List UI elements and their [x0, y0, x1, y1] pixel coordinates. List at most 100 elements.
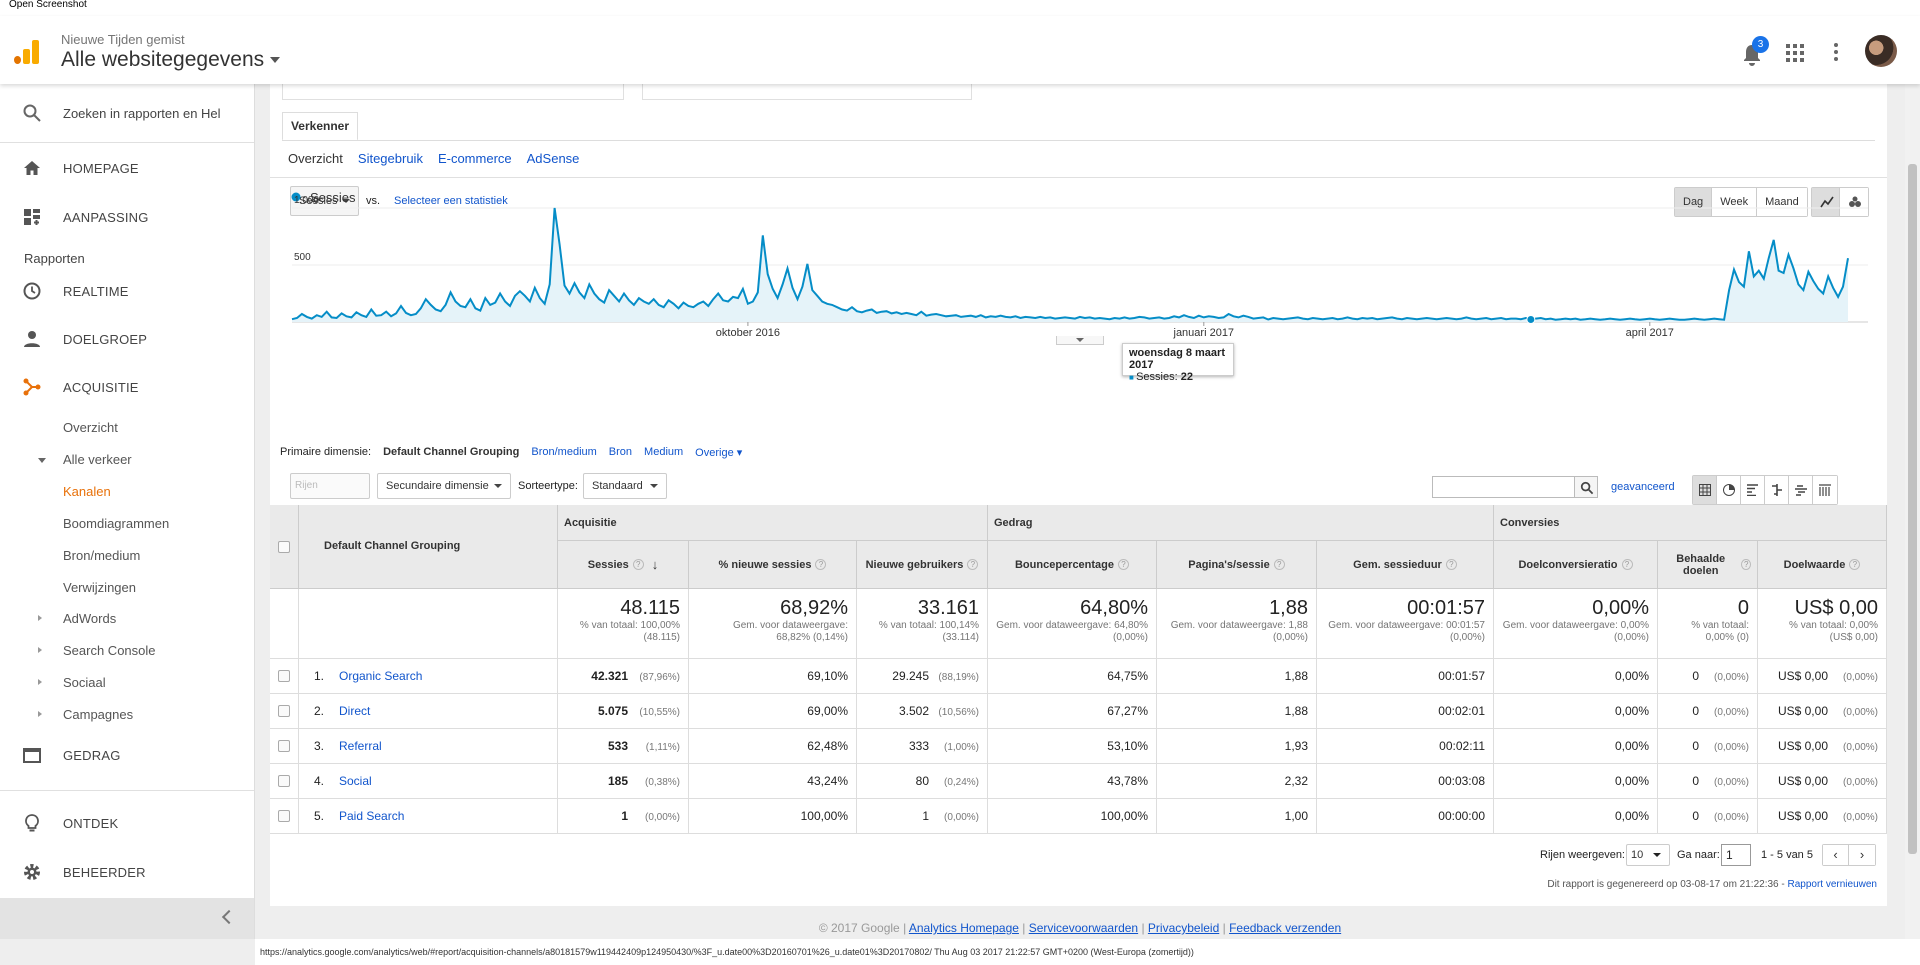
sidebar-item-acquisitie[interactable]: ACQUISITIE	[0, 367, 254, 407]
column-header[interactable]: Behaalde doelen?	[1658, 541, 1758, 589]
series-line-sessies[interactable]	[291, 207, 1849, 321]
sidebar-item-doelgroep[interactable]: DOELGROEP	[0, 319, 254, 359]
highlighted-point[interactable]	[1526, 314, 1536, 324]
row-checkbox[interactable]	[278, 670, 290, 682]
dimension-medium[interactable]: Medium	[644, 446, 684, 458]
subtab-sitegebruik[interactable]: Sitegebruik	[357, 151, 423, 166]
column-header[interactable]: Pagina's/sessie?	[1157, 541, 1317, 589]
sort-type-select[interactable]: Standaard	[583, 473, 667, 499]
previous-page-icon[interactable]: ‹	[1823, 845, 1849, 865]
channel-link[interactable]: Referral	[339, 739, 382, 753]
comparison-icon[interactable]	[1765, 476, 1789, 504]
channel-link[interactable]: Organic Search	[339, 669, 423, 683]
column-header[interactable]: % nieuwe sessies?	[689, 541, 857, 589]
subtab-adsense[interactable]: AdSense	[526, 151, 580, 166]
sidebar-item-gedrag[interactable]: GEDRAG	[0, 735, 254, 775]
rows-show-button[interactable]: Rijen weergeven	[290, 473, 370, 515]
rows-per-page-select[interactable]: 10	[1626, 844, 1670, 866]
help-icon[interactable]: ?	[632, 559, 644, 570]
select-metric-link[interactable]: Selecteer een statistiek	[394, 195, 508, 207]
next-page-icon[interactable]: ›	[1849, 845, 1875, 865]
performance-icon[interactable]	[1741, 476, 1765, 504]
expand-right-icon[interactable]	[38, 679, 42, 685]
dimension-bron[interactable]: Bron	[608, 446, 633, 458]
apps-grid-icon[interactable]	[1786, 44, 1804, 62]
view-selector[interactable]: Alle websitegegevens	[61, 48, 281, 72]
channel-link[interactable]: Direct	[339, 704, 371, 718]
row-checkbox[interactable]	[278, 705, 290, 717]
sidebar-sub-boomdiagrammen[interactable]: Boomdiagrammen	[63, 516, 170, 531]
table-search-button[interactable]	[1574, 476, 1598, 498]
sidebar-sub-verwijzingen[interactable]: Verwijzingen	[63, 580, 136, 595]
help-icon[interactable]: ?	[1621, 559, 1633, 570]
sidebar-item-realtime[interactable]: REALTIME	[0, 271, 254, 311]
column-header[interactable]: Nieuwe gebruikers?	[857, 541, 988, 589]
dimension-default-channel-grouping[interactable]: Default Channel Grouping	[383, 446, 520, 458]
sidebar-sub-sociaal[interactable]: Sociaal	[63, 675, 106, 690]
metric-selector[interactable]: Sessies	[290, 186, 359, 216]
row-checkbox[interactable]	[278, 810, 290, 822]
account-name[interactable]: Nieuwe Tijden gemist	[61, 32, 185, 47]
column-header[interactable]: Bouncepercentage?	[988, 541, 1157, 589]
refresh-report-link[interactable]: Rapport vernieuwen	[1787, 879, 1878, 890]
period-dag-button[interactable]: Dag	[1675, 188, 1713, 216]
chart-resize-handle[interactable]	[1056, 336, 1104, 345]
avatar[interactable]	[1865, 35, 1897, 67]
column-header[interactable]: Gem. sessieduur?	[1317, 541, 1494, 589]
sidebar-item-aanpassing[interactable]: AANPASSING	[0, 197, 254, 237]
sort-desc-icon[interactable]: ↓	[651, 557, 659, 572]
secondary-dimension-select[interactable]: Secundaire dimensie	[377, 473, 511, 499]
motion-chart-icon[interactable]	[1840, 188, 1868, 216]
sidebar-search[interactable]: Zoeken in rapporten en Hel	[0, 93, 254, 133]
help-icon[interactable]: ?	[1741, 559, 1751, 570]
page-scrollbar[interactable]	[1905, 84, 1920, 939]
footer-link-terms[interactable]: Servicevoorwaarden	[1028, 921, 1139, 935]
data-table-icon[interactable]	[1693, 476, 1717, 504]
help-icon[interactable]: ?	[1445, 559, 1457, 570]
help-icon[interactable]: ?	[815, 559, 827, 570]
term-cloud-icon[interactable]	[1789, 476, 1813, 504]
row-checkbox[interactable]	[278, 740, 290, 752]
goto-page-input[interactable]: 1	[1721, 844, 1751, 866]
search-reports-input[interactable]: Zoeken in rapporten en Hel	[63, 105, 221, 121]
sidebar-sub-campagnes[interactable]: Campagnes	[63, 707, 134, 722]
sidebar-sub-adwords[interactable]: AdWords	[63, 611, 117, 626]
help-icon[interactable]: ?	[1273, 559, 1285, 570]
dimension-header[interactable]: Default Channel Grouping	[299, 505, 558, 589]
sidebar-sub-kanalen[interactable]: Kanalen	[63, 484, 111, 499]
sidebar-sub-search-console[interactable]: Search Console	[63, 643, 156, 658]
period-maand-button[interactable]: Maand	[1757, 188, 1807, 216]
table-search-input[interactable]	[1432, 476, 1575, 498]
column-header[interactable]: Sessies? ↓	[558, 541, 689, 589]
channel-link[interactable]: Social	[339, 774, 372, 788]
expand-right-icon[interactable]	[38, 647, 42, 653]
subtab-overzicht[interactable]: Overzicht	[288, 151, 343, 166]
footer-link-privacy[interactable]: Privacybeleid	[1147, 921, 1220, 935]
scrollbar-thumb[interactable]	[1908, 164, 1917, 854]
footer-link-feedback[interactable]: Feedback verzenden	[1229, 921, 1342, 935]
footer-link-analytics-homepage[interactable]: Analytics Homepage	[908, 921, 1019, 935]
expand-down-icon[interactable]	[38, 458, 46, 463]
sidebar-sub-alle-verkeer[interactable]: Alle verkeer	[63, 452, 132, 467]
expand-right-icon[interactable]	[38, 615, 42, 621]
more-menu-icon[interactable]	[1834, 43, 1838, 61]
pivot-icon[interactable]	[1813, 476, 1837, 504]
analytics-logo-icon[interactable]	[14, 40, 42, 64]
line-chart-icon[interactable]	[1812, 188, 1840, 216]
advanced-filter-link[interactable]: geavanceerd	[1611, 481, 1675, 493]
row-checkbox[interactable]	[278, 775, 290, 787]
pie-chart-icon[interactable]	[1717, 476, 1741, 504]
select-all-checkbox[interactable]	[278, 541, 290, 553]
sidebar-item-ontdek[interactable]: ONTDEK	[0, 803, 254, 843]
sidebar-item-homepage[interactable]: HOMEPAGE	[0, 148, 254, 188]
sidebar-item-beheerder[interactable]: BEHEERDER	[0, 852, 254, 892]
expand-right-icon[interactable]	[38, 711, 42, 717]
period-week-button[interactable]: Week	[1712, 188, 1758, 216]
help-icon[interactable]: ?	[1118, 559, 1130, 570]
channel-link[interactable]: Paid Search	[339, 809, 405, 823]
collapse-chevron-icon[interactable]	[221, 909, 237, 925]
dimension-bron-medium[interactable]: Bron/medium	[531, 446, 597, 458]
subtab-e-commerce[interactable]: E-commerce	[437, 151, 512, 166]
column-header[interactable]: Doelwaarde?	[1758, 541, 1887, 589]
help-icon[interactable]: ?	[1849, 559, 1861, 570]
